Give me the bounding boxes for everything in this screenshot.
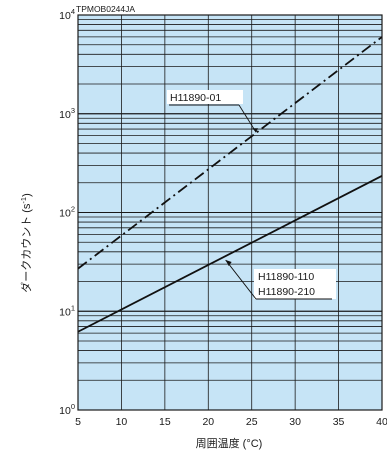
series-1-label: H11890-01 [170, 92, 221, 104]
series-annotations: H11890-01 H11890-110 H11890-210 [167, 90, 336, 300]
y-tick-base: 10 [59, 10, 71, 22]
series-1-leader [238, 104, 257, 133]
series-2-label-bg [254, 269, 336, 299]
x-tick-label: 20 [202, 416, 214, 428]
y-tick-exponent: 3 [71, 106, 75, 115]
x-tick-label: 25 [246, 416, 258, 428]
x-tick-label: 35 [333, 416, 345, 428]
y-tick-label: 100 [59, 402, 75, 417]
x-tick-label: 10 [116, 416, 128, 428]
series-2-label-2: H11890-210 [258, 286, 315, 298]
y-tick-label: 104 [59, 7, 75, 22]
x-tick-label: 40 [376, 416, 387, 428]
y-tick-base: 10 [59, 208, 71, 220]
y-tick-base: 10 [59, 405, 71, 417]
x-tick-label: 5 [75, 416, 81, 428]
figure-code: TPMOB0244JA [76, 4, 135, 14]
x-tick-label: 15 [159, 416, 171, 428]
y-tick-label: 101 [59, 303, 75, 318]
series-2-arrowhead [225, 260, 232, 267]
y-tick-exponent: 2 [71, 205, 75, 214]
y-axis-title-main: ダークカウント (s [19, 203, 33, 293]
y-axis-title-close: ) [21, 193, 33, 197]
series-layer [77, 36, 383, 333]
series-2-leader [225, 259, 257, 300]
plot-frame [77, 14, 383, 411]
series-1-label-bg [167, 90, 243, 104]
y-axis-title: ダークカウント (s-1) [19, 193, 33, 293]
y-tick-label: 102 [59, 205, 75, 220]
x-tick-label: 30 [289, 416, 301, 428]
y-tick-label: 103 [59, 106, 75, 121]
y-axis-title-sup: -1 [19, 197, 28, 204]
series-line-1 [77, 36, 383, 270]
series-line-2 [77, 175, 383, 333]
y-tick-exponent: 4 [71, 7, 75, 16]
y-tick-exponent: 0 [71, 402, 75, 411]
x-axis-title: 周囲温度 (°C) [196, 436, 263, 450]
y-tick-exponent: 1 [71, 303, 75, 312]
series-1-arrowhead [252, 128, 259, 133]
y-tick-base: 10 [59, 109, 71, 121]
y-tick-base: 10 [59, 306, 71, 318]
series-2-label: H11890-110 [258, 271, 314, 283]
x-tick-labels: 5 10 15 20 25 30 35 40 [75, 416, 387, 428]
